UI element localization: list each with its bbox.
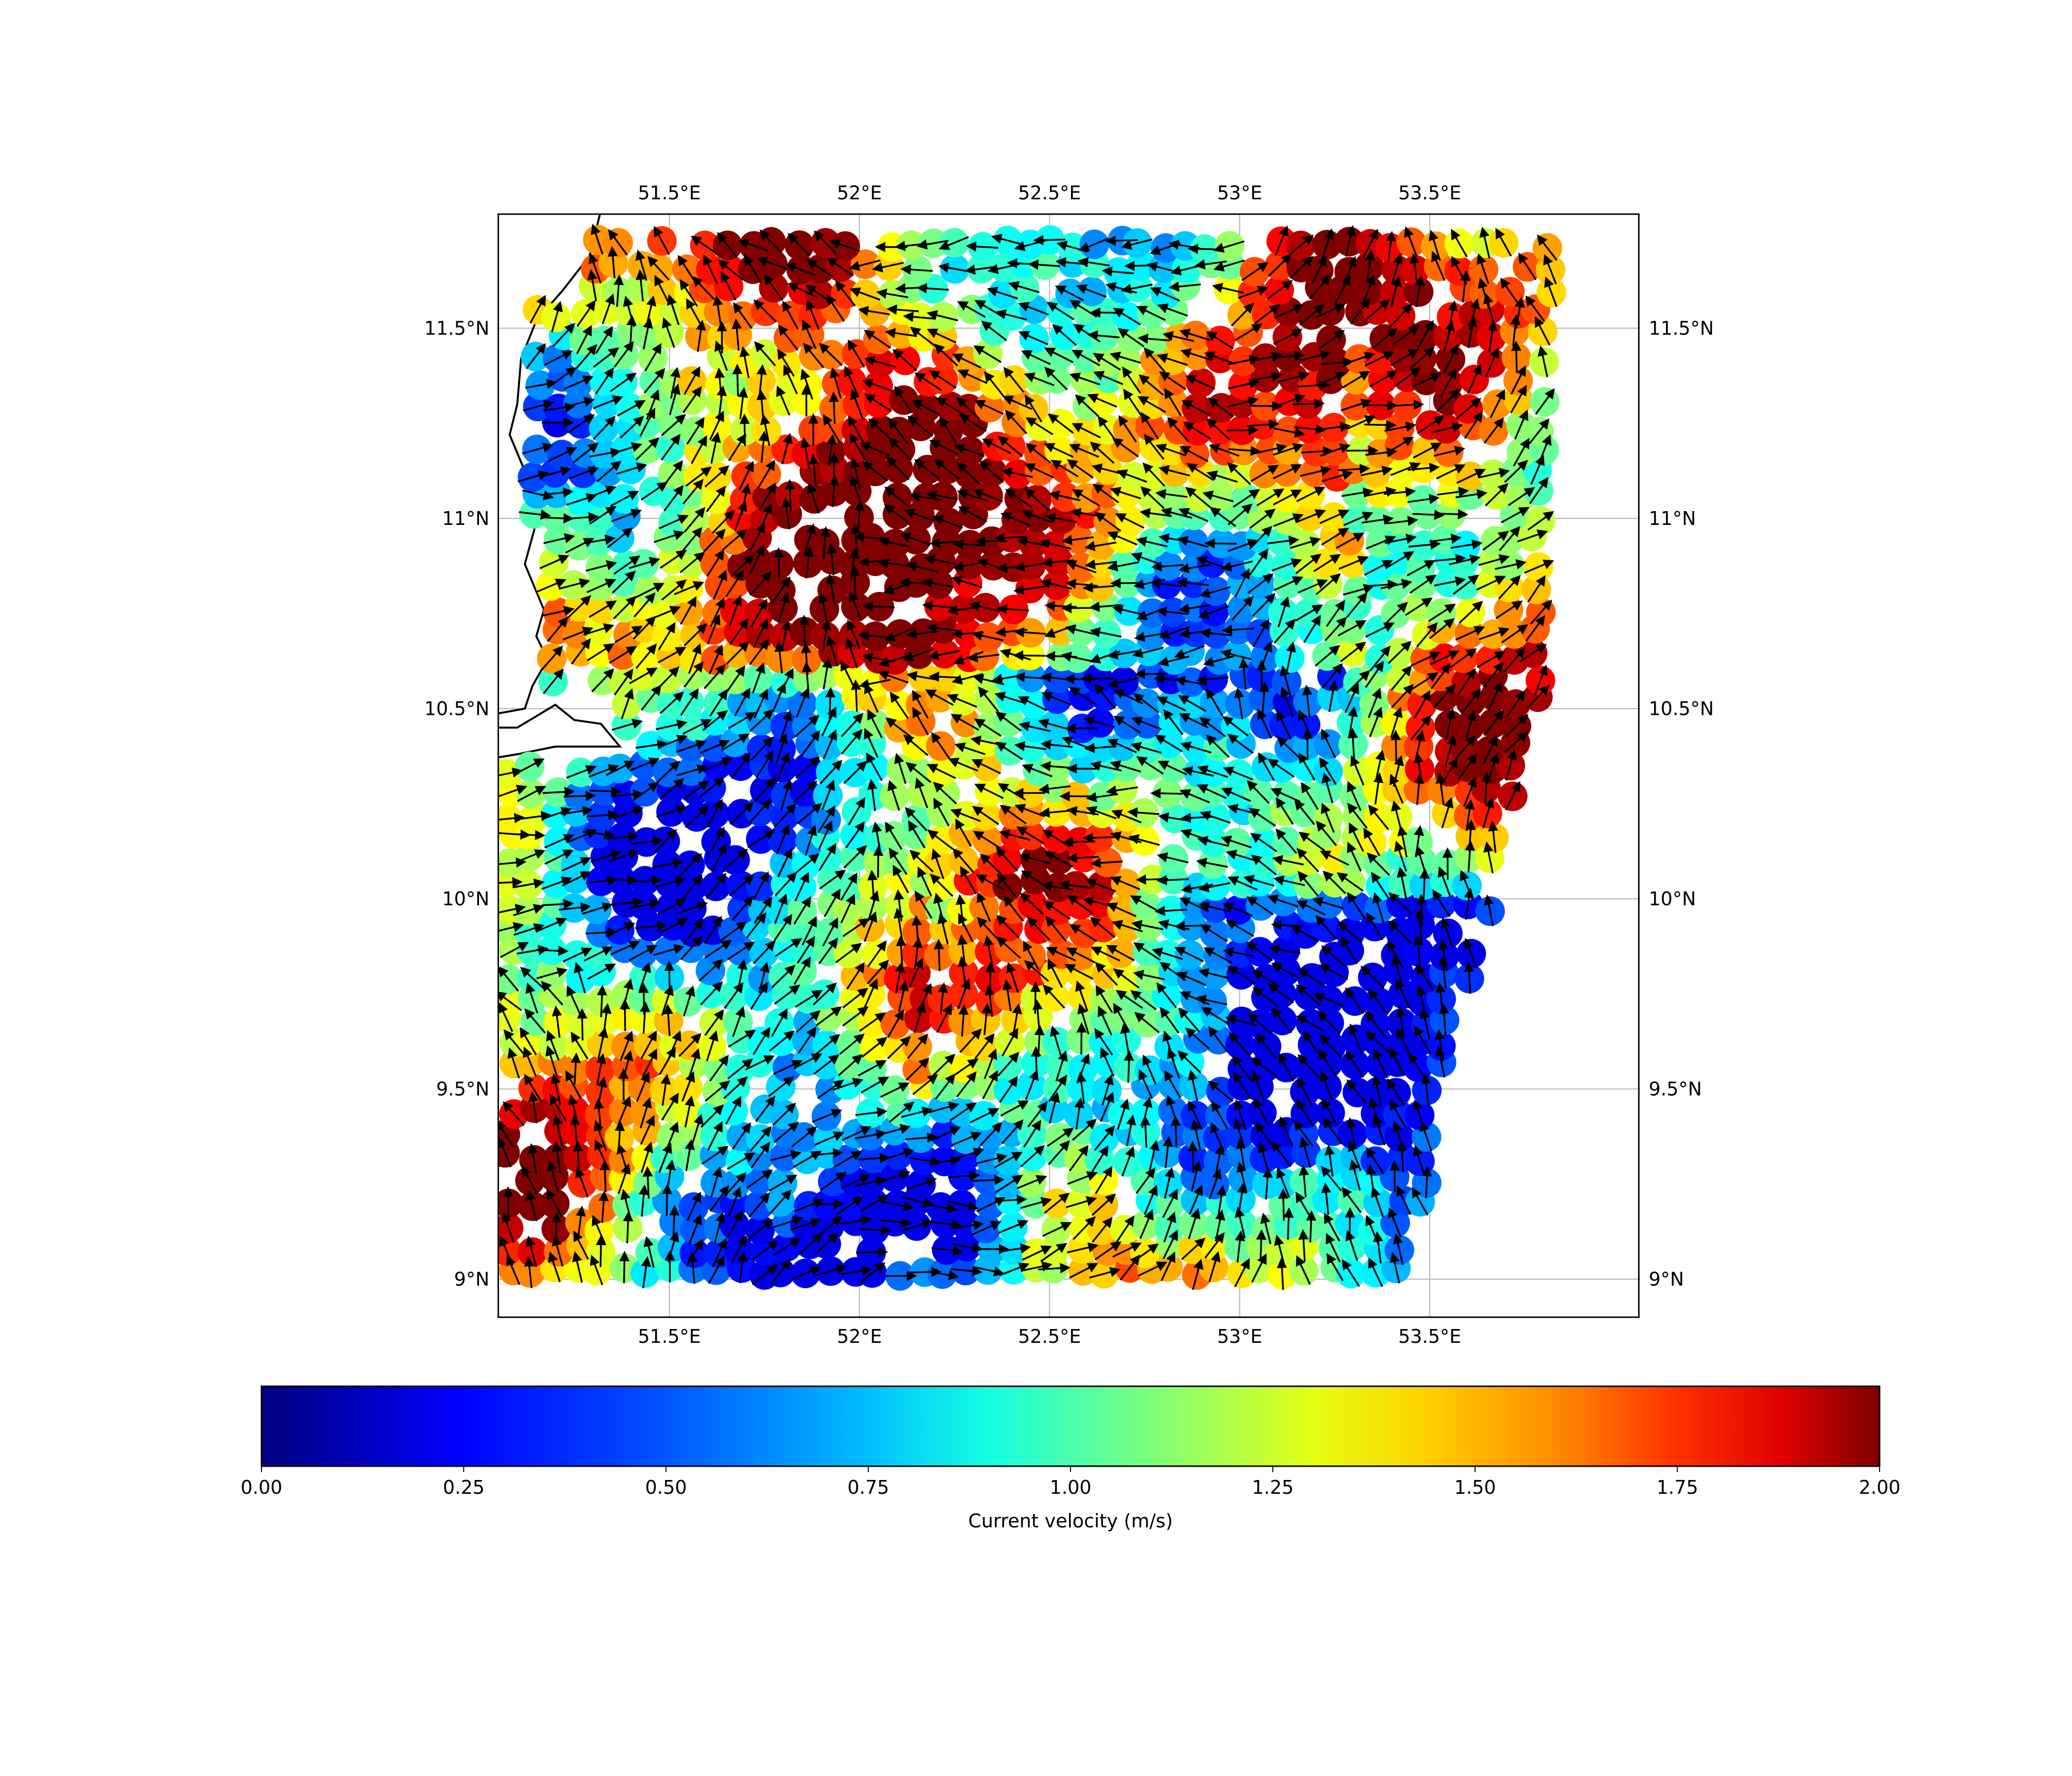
velocity-arrow-933 — [1302, 728, 1313, 760]
velocity-arrow-1638 — [1511, 340, 1521, 373]
velocity-arrow-1503 — [1226, 425, 1259, 436]
velocity-arrow-81 — [669, 1205, 680, 1237]
velocity-arrow-1196 — [850, 565, 860, 598]
y-tick-label-right-2: 10°N — [1649, 888, 1696, 910]
colorbar-gradient — [261, 1386, 1880, 1466]
x-tick-label-bottom-4: 53.5°E — [1398, 1326, 1461, 1347]
x-tick-label-top-4: 53.5°E — [1398, 182, 1461, 204]
colorbar-tick-label-8: 2.00 — [1859, 1477, 1901, 1498]
velocity-arrow-154 — [599, 1159, 610, 1192]
velocity-arrow-126 — [812, 1199, 844, 1210]
colorbar-tick-label-7: 1.75 — [1657, 1477, 1699, 1498]
velocity-arrow-1475 — [542, 417, 574, 428]
velocity-arrow-1344 — [1436, 509, 1469, 519]
velocity-arrow-765 — [1063, 837, 1095, 848]
velocity-arrow-1530 — [828, 391, 839, 424]
colorbar-tick-label-5: 1.25 — [1252, 1477, 1294, 1498]
velocity-arrow-1550 — [1293, 398, 1325, 409]
velocity-arrow-422 — [577, 1008, 588, 1040]
y-tick-label-left-5: 11.5°N — [424, 317, 489, 339]
velocity-arrow-555 — [933, 939, 944, 971]
colorbar-tick-label-0: 0.00 — [241, 1477, 283, 1498]
x-tick-label-top-1: 52°E — [837, 182, 882, 204]
colorbar-tick-label-2: 0.50 — [645, 1477, 687, 1498]
x-tick-label-bottom-3: 53°E — [1217, 1326, 1262, 1347]
velocity-arrow-1233 — [774, 547, 784, 580]
coastline-line — [498, 214, 622, 759]
velocity-arrow-1205 — [1110, 578, 1143, 589]
colorbar-tick-label-4: 1.00 — [1050, 1477, 1092, 1498]
map-plot-area — [497, 213, 1640, 1318]
velocity-arrow-1568 — [732, 364, 743, 396]
x-tick-label-bottom-0: 51.5°E — [638, 1326, 701, 1347]
velocity-arrow-717 — [873, 845, 884, 878]
velocity-arrow-463 — [638, 982, 649, 1015]
y-tick-label-right-1: 9.5°N — [1649, 1078, 1702, 1100]
velocity-arrow-1483 — [739, 413, 750, 446]
velocity-arrow-44 — [595, 1234, 606, 1267]
velocity-arrow-847 — [1150, 788, 1183, 799]
velocity-arrow-216 — [1187, 1141, 1198, 1173]
velocity-arrow-366 — [1124, 1050, 1135, 1083]
y-tick-label-right-5: 11.5°N — [1649, 317, 1714, 339]
y-tick-label-right-3: 10.5°N — [1649, 698, 1714, 719]
velocity-arrow-1810 — [1033, 235, 1066, 246]
x-tick-label-top-3: 53°E — [1217, 182, 1262, 204]
colorbar-label: Current velocity (m/s) — [968, 1510, 1173, 1532]
coastline — [498, 214, 622, 759]
velocity-arrow-113 — [503, 1186, 514, 1219]
x-tick-label-top-0: 51.5°E — [638, 182, 701, 204]
y-tick-label-left-1: 9.5°N — [436, 1078, 489, 1100]
velocity-arrow-1294 — [1204, 538, 1237, 549]
velocity-arrow-69 — [1256, 1229, 1267, 1262]
velocity-arrow-1552 — [1366, 400, 1398, 411]
y-tick-label-left-0: 9°N — [454, 1268, 489, 1290]
y-tick-label-right-0: 9°N — [1649, 1268, 1684, 1290]
velocity-arrow-656 — [1416, 893, 1427, 926]
velocity-arrow-1700 — [1090, 307, 1122, 318]
x-tick-label-top-2: 52.5°E — [1018, 182, 1081, 204]
velocity-arrow-480 — [1030, 981, 1041, 1014]
velocity-arrow-988 — [825, 687, 836, 720]
velocity-arrow-1043 — [1081, 673, 1113, 684]
colorbar-tick-label-6: 1.50 — [1454, 1477, 1496, 1498]
velocity-arrow-404 — [1076, 1022, 1087, 1055]
velocity-arrow-665 — [605, 875, 638, 886]
velocity-arrow-1813 — [1105, 235, 1138, 246]
colorbar-tick-label-1: 0.25 — [443, 1477, 485, 1498]
velocity-arrow-1115 — [799, 614, 810, 647]
y-tick-label-left-2: 10°N — [442, 888, 489, 910]
y-tick-label-right-4: 11°N — [1649, 508, 1696, 529]
x-tick-label-bottom-2: 52.5°E — [1018, 1326, 1081, 1347]
velocity-arrow-5 — [619, 1251, 630, 1284]
x-tick-label-bottom-1: 52°E — [837, 1326, 882, 1347]
velocity-arrow-825 — [563, 790, 596, 801]
velocity-arrow-54 — [855, 1247, 888, 1258]
velocity-arrow-144 — [1278, 1188, 1289, 1221]
colorbar: 0.00 0.25 0.50 0.75 1.00 1.25 1.50 1.75 2.00 Cur… — [241, 1385, 1901, 1532]
velocity-arrow-826 — [589, 786, 622, 797]
colorbar-ticks: 0.00 0.25 0.50 0.75 1.00 1.25 1.50 1.75 2.00 — [241, 1466, 1901, 1498]
y-tick-label-left-3: 10.5°N — [424, 698, 489, 719]
velocity-arrow-362 — [1031, 1046, 1041, 1079]
velocity-arrow-1358 — [784, 479, 795, 512]
y-tick-label-left-4: 11°N — [442, 508, 489, 529]
velocity-arrow-766 — [1082, 832, 1115, 843]
colorbar-tick-label-3: 0.75 — [848, 1477, 889, 1498]
velocity-arrow-107 — [1283, 1207, 1294, 1240]
